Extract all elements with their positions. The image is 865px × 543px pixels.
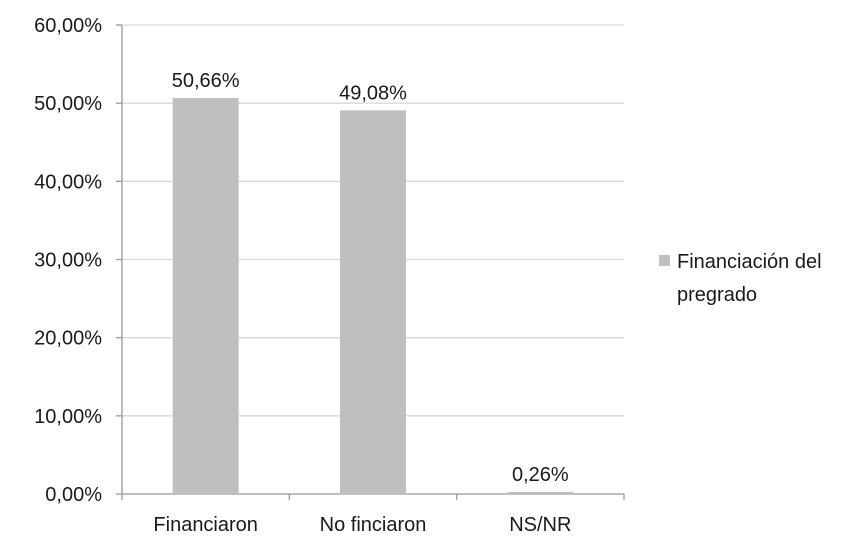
x-category-label: Financiaron (153, 514, 258, 536)
y-tick-label: 20,00% (34, 328, 102, 350)
x-category-label: NS/NR (509, 514, 571, 536)
y-tick-label: 0,00% (45, 484, 102, 506)
legend: Financiación del pregrado (659, 251, 822, 306)
x-category-label: No finciaron (320, 514, 427, 536)
legend-label-line-1: Financiación del (677, 251, 822, 273)
y-tick-label: 10,00% (34, 406, 102, 428)
bar (507, 491, 574, 494)
legend-label-line-2: pregrado (677, 284, 757, 306)
y-tick-label: 60,00% (34, 15, 102, 37)
data-labels: 50,66% 49,08% 0,26% (172, 70, 569, 486)
legend-swatch (659, 255, 670, 266)
y-tick-label: 30,00% (34, 250, 102, 272)
data-label: 50,66% (172, 70, 240, 92)
axes: 0,00% 10,00% 20,00% 30,00% 40,00% 50,00% 60,00… (34, 15, 625, 536)
data-label: 0,26% (512, 464, 569, 486)
bar (172, 98, 239, 495)
data-label: 49,08% (339, 82, 407, 104)
y-tick-label: 40,00% (34, 171, 102, 193)
bar (340, 110, 406, 494)
bars (172, 98, 574, 495)
y-tick-label: 50,00% (34, 93, 102, 115)
